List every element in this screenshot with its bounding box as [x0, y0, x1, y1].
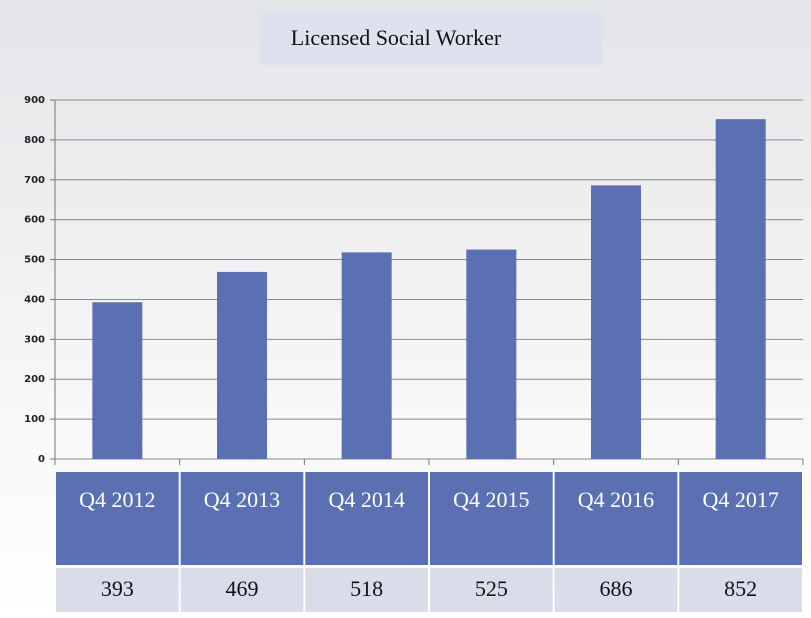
y-tick-label: 100	[24, 414, 45, 425]
title-box	[260, 12, 603, 65]
category-cell	[305, 472, 428, 565]
value-label: 686	[600, 576, 633, 601]
value-label: 469	[226, 576, 259, 601]
category-label: Q4 2014	[328, 487, 404, 512]
value-label: 393	[101, 576, 134, 601]
category-label: Q4 2012	[79, 487, 155, 512]
bar	[341, 252, 392, 459]
value-label: 518	[350, 576, 383, 601]
value-cell	[554, 568, 678, 612]
data-table: Q4 2012 393 Q4 2013 469 Q4 2014 518 Q4 2015 525…	[56, 472, 802, 612]
y-tick-label: 900	[24, 95, 45, 106]
category-label: Q4 2015	[453, 487, 529, 512]
y-tick-label: 800	[24, 135, 45, 146]
category-cell	[180, 472, 304, 565]
y-tick-label: 300	[24, 334, 45, 345]
bar	[466, 249, 517, 459]
y-tick-label: 700	[24, 175, 45, 186]
category-label: Q4 2013	[204, 487, 280, 512]
y-tick-label: 0	[38, 454, 45, 465]
value-cell	[430, 568, 553, 612]
bar	[715, 119, 766, 459]
category-cell	[430, 472, 553, 565]
value-cell	[305, 568, 428, 612]
value-cell	[180, 568, 304, 612]
y-tick-label: 400	[24, 294, 45, 305]
category-cell	[56, 472, 179, 565]
category-label: Q4 2016	[578, 487, 654, 512]
value-label: 525	[475, 576, 508, 601]
bar	[217, 271, 267, 459]
category-cell	[679, 472, 802, 565]
bar	[591, 185, 641, 459]
y-tick-label: 500	[24, 255, 45, 266]
value-cell	[56, 568, 179, 612]
value-cell	[679, 568, 802, 612]
bars	[92, 119, 766, 459]
value-label: 852	[724, 576, 757, 601]
category-cell	[554, 472, 678, 565]
category-label: Q4 2017	[702, 487, 778, 512]
y-tick-label: 600	[24, 215, 45, 226]
grid: 0 100 200 300 400 500 600 700 800 900	[24, 95, 804, 465]
bar	[92, 302, 143, 459]
chart-title: Licensed Social Worker	[291, 25, 502, 50]
y-tick-label: 200	[24, 374, 45, 385]
